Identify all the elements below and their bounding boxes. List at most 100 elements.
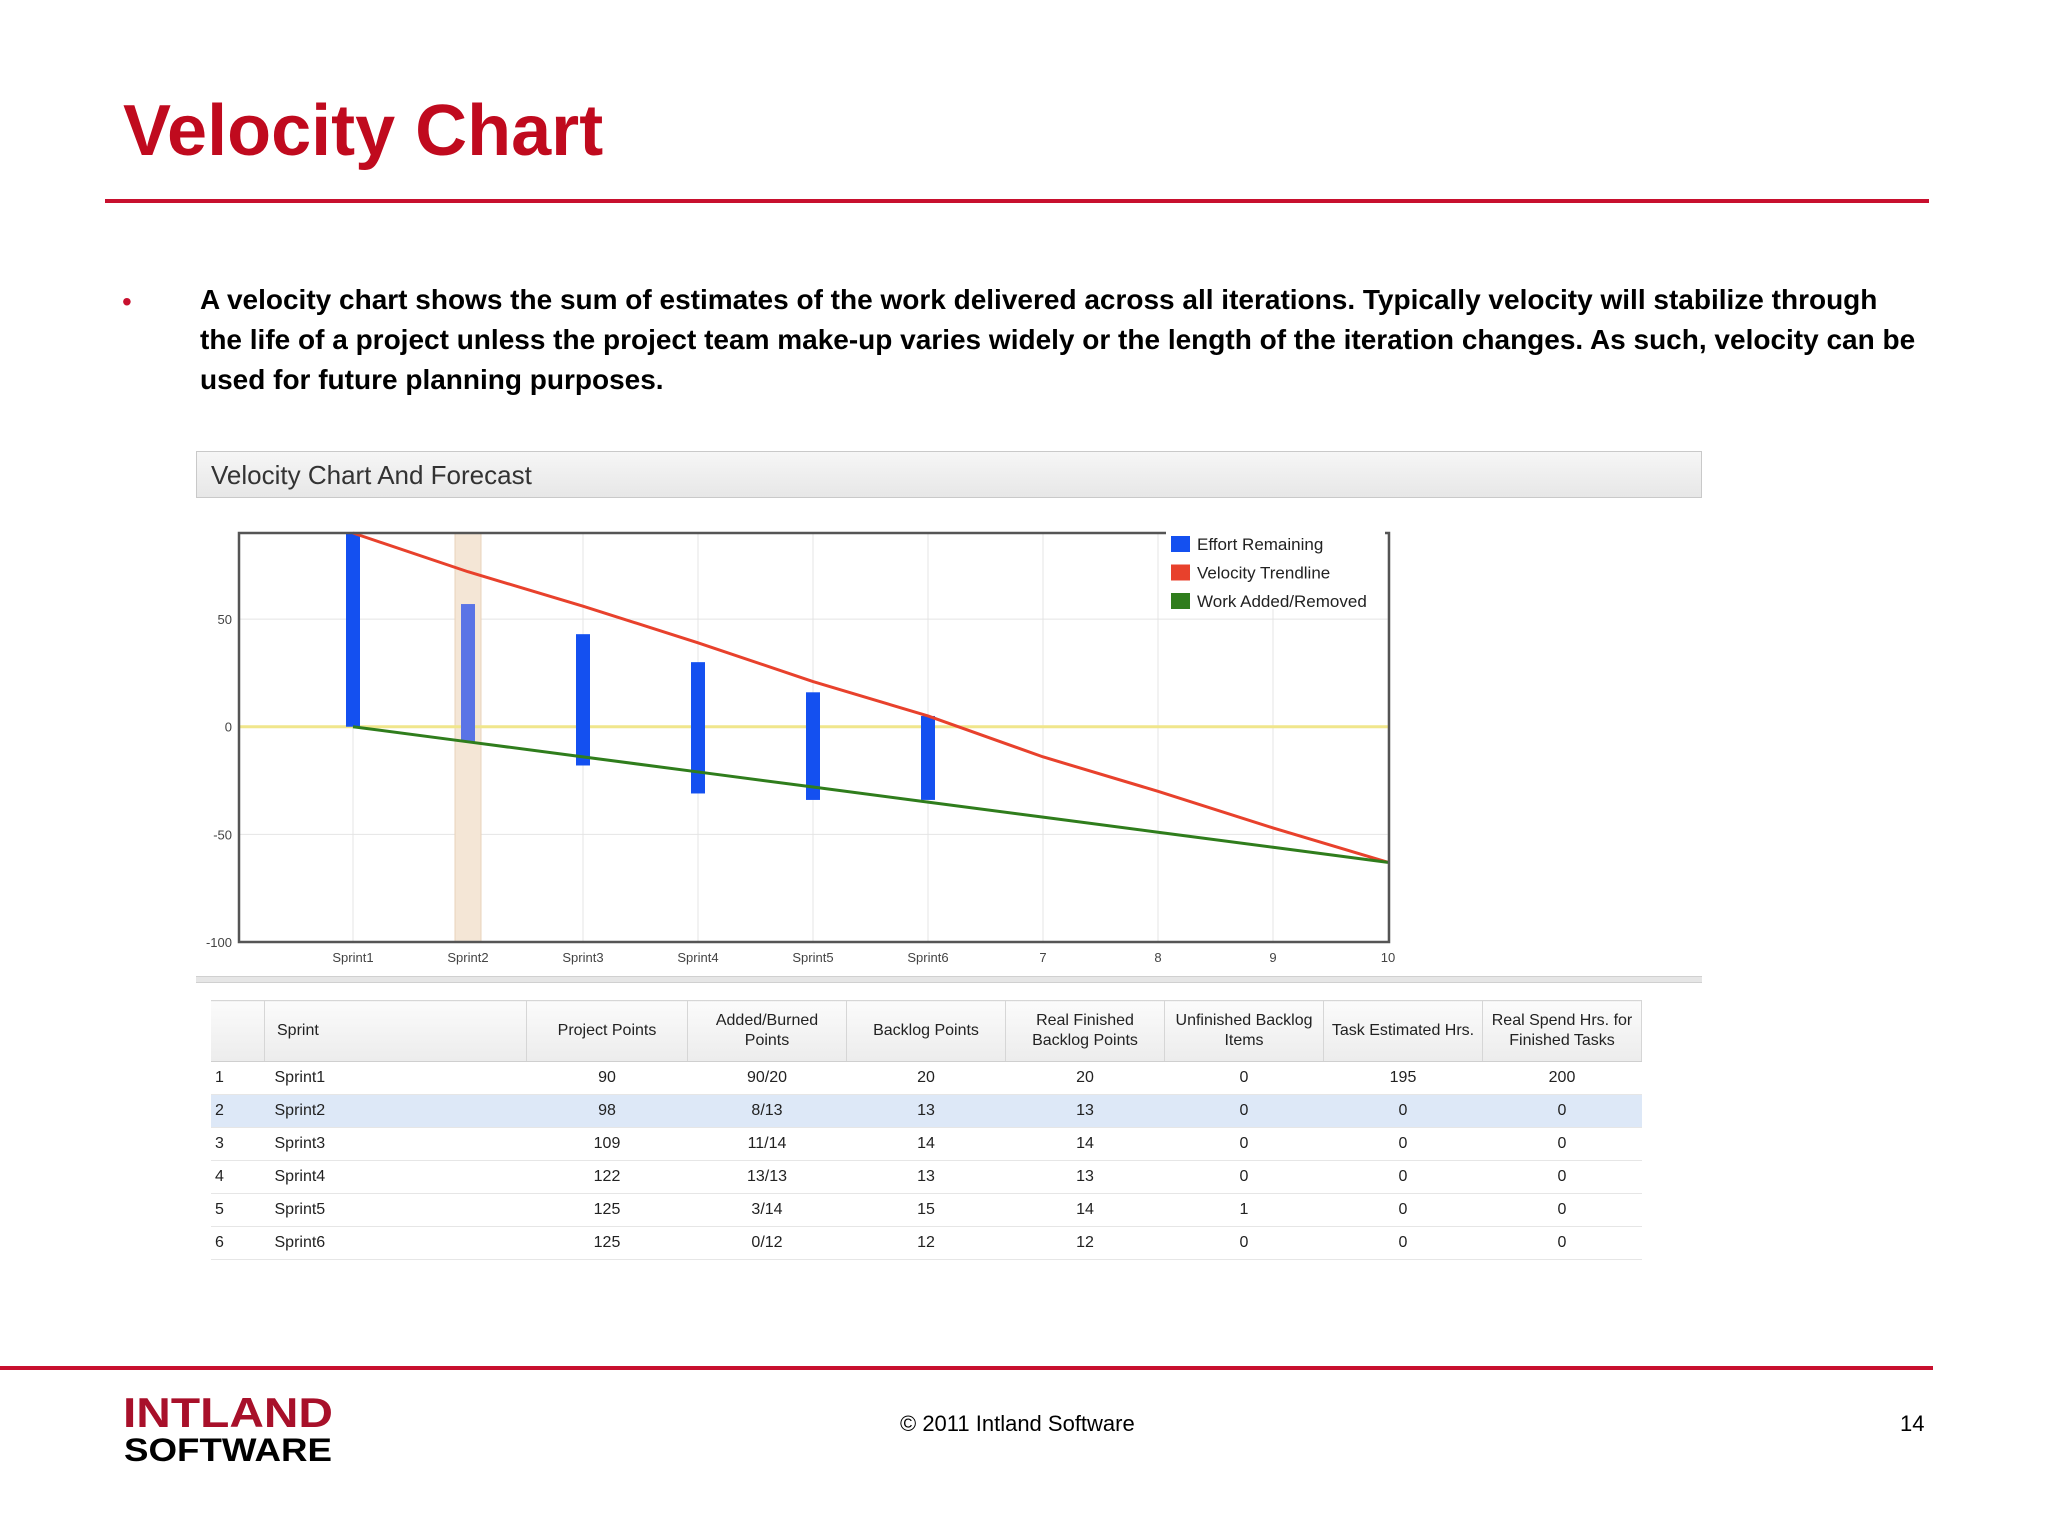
copyright-text: © 2011 Intland Software — [900, 1411, 1135, 1436]
legend-swatch — [1171, 593, 1190, 609]
page-number: 14 — [1900, 1411, 1925, 1436]
x-tick-label: Sprint1 — [332, 950, 373, 965]
table-cell: 0 — [1482, 1226, 1642, 1260]
effort-remaining-bar — [691, 662, 705, 794]
column-header[interactable]: Task Estimated Hrs. — [1323, 1000, 1483, 1062]
effort-remaining-bar — [806, 692, 820, 800]
table-cell: 13 — [846, 1094, 1006, 1128]
y-tick-label: 0 — [225, 720, 232, 735]
legend-box — [1166, 522, 1385, 609]
velocity-chart: 50 0 -50 -100 Sprint1 Sprint2 Sprint3 Sprint4 Sp… — [206, 522, 1395, 965]
sprint-table: Sprint Project Points Added/Burned Points B… — [211, 1000, 1642, 1260]
slide-title: Velocity Chart — [123, 91, 604, 171]
table-row[interactable]: 1 Sprint1 90 90/20 20 20 0 195 200 — [211, 1061, 1642, 1095]
effort-remaining-bar — [576, 634, 590, 766]
table-cell: 13 — [1005, 1160, 1165, 1194]
table-cell: 0 — [1164, 1061, 1324, 1095]
table-cell: 13/13 — [687, 1160, 847, 1194]
column-header[interactable]: Project Points — [526, 1000, 688, 1062]
legend-label: Velocity Trendline — [1197, 564, 1330, 583]
x-tick-label: 10 — [1381, 950, 1395, 965]
table-cell: 20 — [846, 1061, 1006, 1095]
table-cell: 0 — [1482, 1193, 1642, 1227]
table-cell: 11/14 — [687, 1127, 847, 1161]
chart-panel-header: Velocity Chart And Forecast — [196, 451, 1702, 498]
table-cell: 0 — [1164, 1160, 1324, 1194]
table-cell: 0 — [1323, 1193, 1483, 1227]
effort-remaining-bar — [346, 533, 360, 727]
table-cell: 0 — [1482, 1094, 1642, 1128]
table-cell: 13 — [846, 1160, 1006, 1194]
table-cell: 90 — [526, 1061, 688, 1095]
table-row[interactable]: 4 Sprint4 122 13/13 13 13 0 0 0 — [211, 1160, 1642, 1194]
table-cell: 0 — [1323, 1160, 1483, 1194]
table-cell: 0 — [1164, 1127, 1324, 1161]
panel-splitter[interactable] — [196, 976, 1702, 983]
table-cell: 109 — [526, 1127, 688, 1161]
table-row[interactable]: 6 Sprint6 125 0/12 12 12 0 0 0 — [211, 1226, 1642, 1260]
effort-remaining-bar — [461, 604, 475, 742]
row-number-cell: 3 — [211, 1127, 265, 1161]
table-cell: 20 — [1005, 1061, 1165, 1095]
x-tick-label: Sprint4 — [677, 950, 718, 965]
table-row[interactable]: 2 Sprint2 98 8/13 13 13 0 0 0 — [211, 1094, 1642, 1128]
x-tick-label: Sprint3 — [562, 950, 603, 965]
sprint-name-cell: Sprint3 — [264, 1127, 527, 1161]
title-divider — [105, 199, 1929, 203]
table-cell: 13 — [1005, 1094, 1165, 1128]
table-cell: 3/14 — [687, 1193, 847, 1227]
effort-remaining-bar — [921, 715, 935, 800]
legend-swatch — [1171, 536, 1190, 552]
row-number-header — [211, 1000, 265, 1062]
x-tick-label: Sprint2 — [447, 950, 488, 965]
y-tick-label: 50 — [218, 612, 232, 627]
y-tick-label: -100 — [206, 935, 232, 950]
column-header[interactable]: Unfinished Backlog Items — [1164, 1000, 1324, 1062]
x-tick-label: 9 — [1269, 950, 1276, 965]
table-cell: 0 — [1323, 1127, 1483, 1161]
row-number-cell: 4 — [211, 1160, 265, 1194]
legend-label: Effort Remaining — [1197, 535, 1323, 554]
table-cell: 15 — [846, 1193, 1006, 1227]
table-header-row: Sprint Project Points Added/Burned Points B… — [211, 1000, 1642, 1062]
sprint-name-cell: Sprint2 — [264, 1094, 527, 1128]
table-cell: 195 — [1323, 1061, 1483, 1095]
table-cell: 0 — [1482, 1127, 1642, 1161]
column-header[interactable]: Sprint — [264, 1000, 527, 1062]
column-header[interactable]: Added/Burned Points — [687, 1000, 847, 1062]
sprint-name-cell: Sprint6 — [264, 1226, 527, 1260]
table-cell: 8/13 — [687, 1094, 847, 1128]
row-number-cell: 6 — [211, 1226, 265, 1260]
table-cell: 14 — [1005, 1193, 1165, 1227]
plot-frame — [237, 531, 1391, 944]
column-header[interactable]: Real Finished Backlog Points — [1005, 1000, 1165, 1062]
table-cell: 0 — [1323, 1226, 1483, 1260]
row-number-cell: 5 — [211, 1193, 265, 1227]
sprint-name-cell: Sprint4 — [264, 1160, 527, 1194]
table-cell: 122 — [526, 1160, 688, 1194]
y-tick-label: -50 — [213, 827, 232, 842]
logo-line-intland: INTLAND — [123, 1393, 333, 1436]
column-header[interactable]: Backlog Points — [846, 1000, 1006, 1062]
table-row[interactable]: 5 Sprint5 125 3/14 15 14 1 0 0 — [211, 1193, 1642, 1227]
column-header[interactable]: Real Spend Hrs. for Finished Tasks — [1482, 1000, 1642, 1062]
table-cell: 14 — [846, 1127, 1006, 1161]
chart-panel-title: Velocity Chart And Forecast — [211, 460, 532, 490]
work-added-removed-line — [352, 725, 1389, 864]
x-tick-label: 8 — [1154, 950, 1161, 965]
table-cell: 98 — [526, 1094, 688, 1128]
logo-line-software: SOFTWARE — [124, 1432, 332, 1465]
x-tick-label: Sprint5 — [792, 950, 833, 965]
x-tick-label: 7 — [1039, 950, 1046, 965]
table-cell: 0 — [1482, 1160, 1642, 1194]
sprint-name-cell: Sprint5 — [264, 1193, 527, 1227]
table-row[interactable]: 3 Sprint3 109 11/14 14 14 0 0 0 — [211, 1127, 1642, 1161]
bullet-marker: • — [122, 286, 132, 317]
table-cell: 0 — [1164, 1226, 1324, 1260]
table-cell: 14 — [1005, 1127, 1165, 1161]
table-cell: 125 — [526, 1226, 688, 1260]
sprint-name-cell: Sprint1 — [264, 1061, 527, 1095]
table-cell: 12 — [846, 1226, 1006, 1260]
table-cell: 0 — [1164, 1094, 1324, 1128]
x-tick-label: Sprint6 — [907, 950, 948, 965]
